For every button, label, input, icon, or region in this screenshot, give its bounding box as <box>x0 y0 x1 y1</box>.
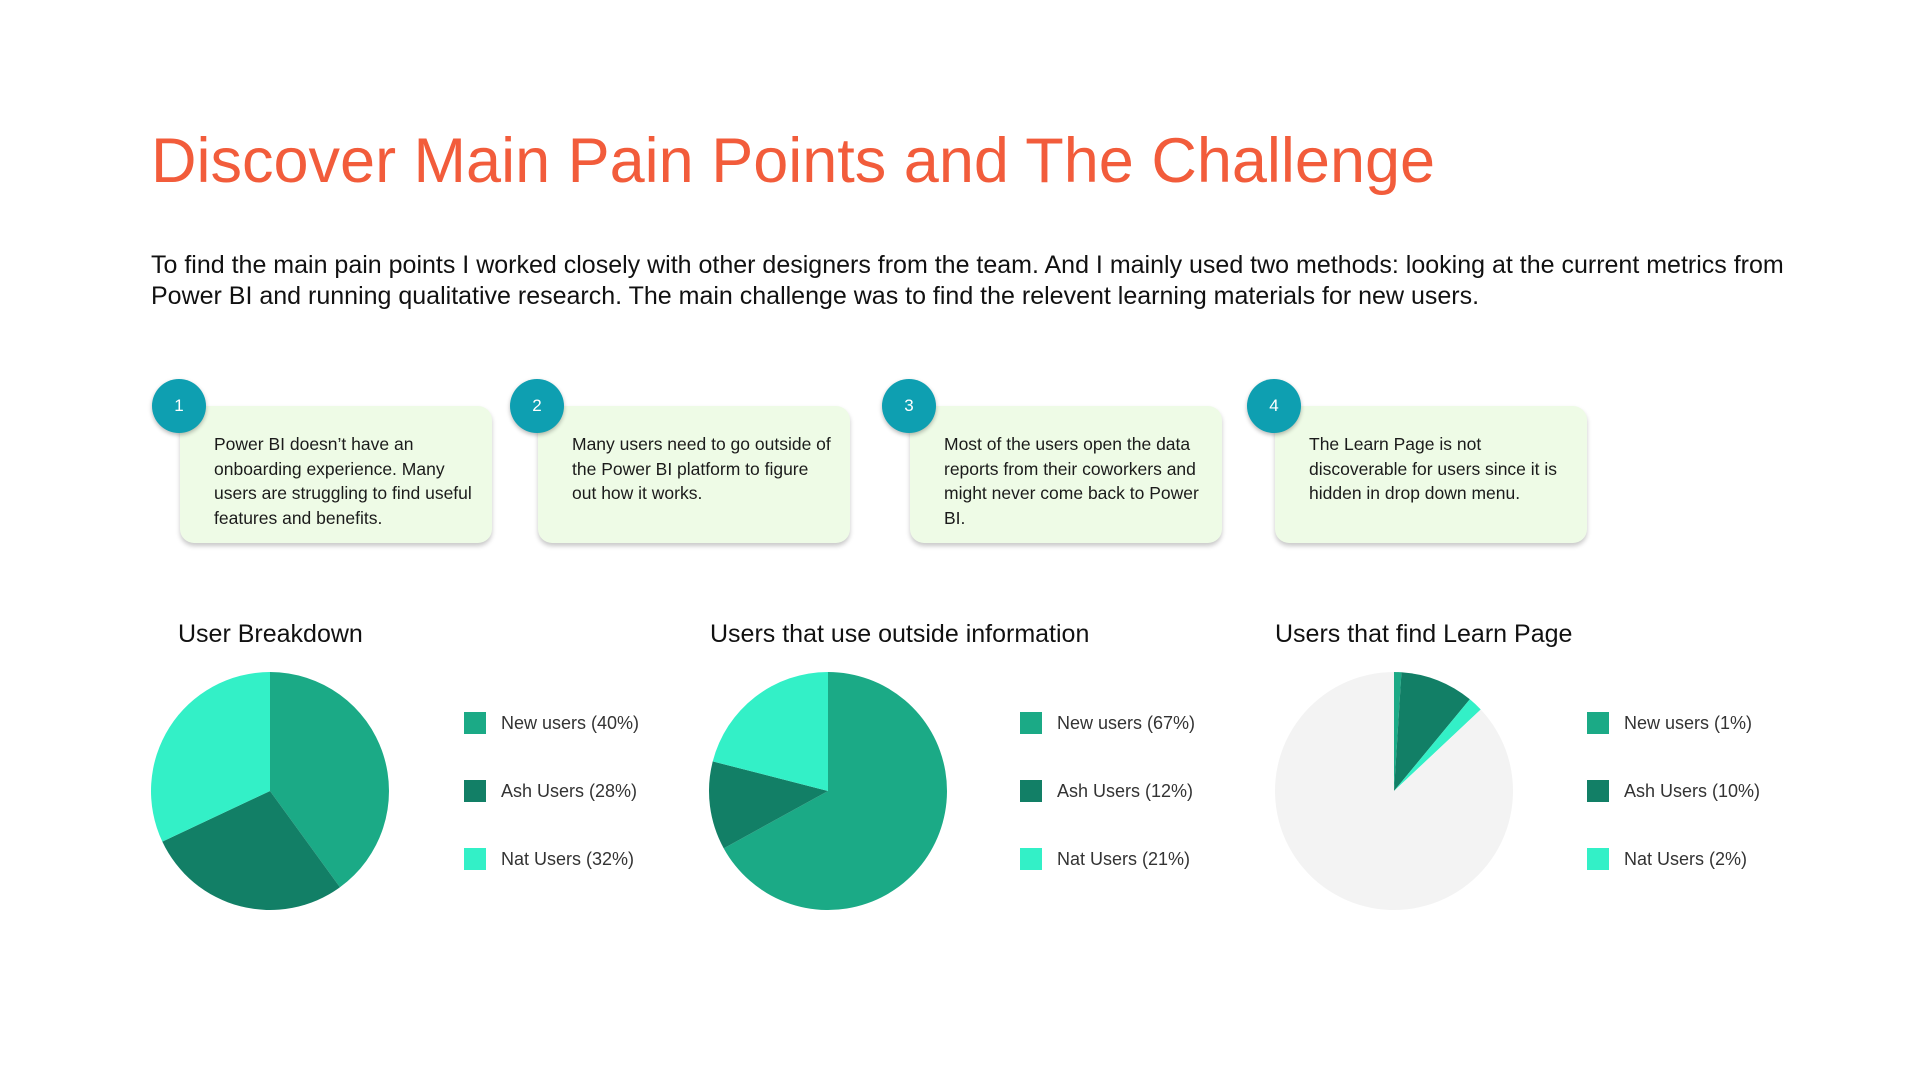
pie-slice-new-users <box>1394 672 1402 791</box>
legend-swatch-nat-users <box>1587 848 1609 870</box>
legend-label: New users (67%) <box>1057 713 1196 733</box>
pain-point-card-2: Many users need to go outside of the Pow… <box>538 406 850 543</box>
pie-chart-user-breakdown <box>151 672 389 910</box>
pie-slice-remainder <box>1274 672 1513 910</box>
legend-swatch-new-users <box>1587 712 1609 734</box>
chart-title-learn-page: Users that find Learn Page <box>1275 620 1573 648</box>
pie-chart-learn-page <box>1274 672 1513 910</box>
pie-slice-nat-users <box>1394 699 1481 791</box>
legend-label: New users (1%) <box>1624 713 1753 733</box>
legend-item-nat-users: Nat Users (2%) <box>1587 847 1760 915</box>
intro-paragraph: To find the main pain points I worked cl… <box>151 251 1784 310</box>
legend-label: Ash Users (10%) <box>1624 781 1761 801</box>
chart-title-outside-information: Users that use outside information <box>710 620 1090 648</box>
legend-label: Ash Users (28%) <box>501 781 638 801</box>
legend-item-nat-users: Nat Users (32%) <box>464 847 639 915</box>
chart-title-user-breakdown: User Breakdown <box>178 620 363 648</box>
pain-point-text: Power BI doesn’t have an onboarding expe… <box>214 434 472 528</box>
pie-chart-outside-information <box>709 672 948 910</box>
pie-slice-ash-users <box>162 791 340 910</box>
pie-slice-ash-users <box>1394 672 1470 791</box>
legend-outside-information: New users (67%) Ash Users (12%) Nat User… <box>1020 711 1195 915</box>
legend-item-nat-users: Nat Users (21%) <box>1020 847 1195 915</box>
pain-point-card-3: Most of the users open the data reports … <box>910 406 1222 543</box>
pie-slice-nat-users <box>712 672 828 791</box>
legend-swatch-ash-users <box>464 780 486 802</box>
pain-point-text: The Learn Page is not discoverable for u… <box>1309 434 1558 503</box>
pie-slice-ash-users <box>709 761 828 849</box>
legend-label: New users (40%) <box>501 713 640 733</box>
pain-point-badge-3: 3 <box>882 379 936 433</box>
legend-label: Ash Users (12%) <box>1057 781 1194 801</box>
pain-point-badge-4: 4 <box>1247 379 1301 433</box>
pain-point-text: Most of the users open the data reports … <box>944 434 1199 528</box>
pie-slice-new-users <box>723 672 948 910</box>
legend-swatch-ash-users <box>1020 780 1042 802</box>
legend-label: Nat Users (32%) <box>501 849 635 869</box>
legend-item-new-users: New users (40%) <box>464 711 639 779</box>
legend-swatch-nat-users <box>464 848 486 870</box>
legend-swatch-new-users <box>1020 712 1042 734</box>
legend-item-ash-users: Ash Users (10%) <box>1587 779 1760 847</box>
pain-point-badge-1: 1 <box>152 379 206 433</box>
pie-slice-new-users <box>270 672 389 888</box>
legend-swatch-new-users <box>464 712 486 734</box>
pain-point-badge-2: 2 <box>510 379 564 433</box>
legend-label: Nat Users (2%) <box>1624 849 1748 869</box>
legend-swatch-ash-users <box>1587 780 1609 802</box>
pain-point-card-4: The Learn Page is not discoverable for u… <box>1275 406 1587 543</box>
pain-point-text: Many users need to go outside of the Pow… <box>572 434 831 503</box>
pain-point-card-1: Power BI doesn’t have an onboarding expe… <box>180 406 492 543</box>
pie-slice-nat-users <box>151 672 270 842</box>
legend-item-ash-users: Ash Users (12%) <box>1020 779 1195 847</box>
legend-item-new-users: New users (1%) <box>1587 711 1760 779</box>
legend-swatch-nat-users <box>1020 848 1042 870</box>
legend-learn-page: New users (1%) Ash Users (10%) Nat Users… <box>1587 711 1760 915</box>
page-title: Discover Main Pain Points and The Challe… <box>151 126 1436 196</box>
legend-label: Nat Users (21%) <box>1057 849 1191 869</box>
legend-item-ash-users: Ash Users (28%) <box>464 779 639 847</box>
legend-item-new-users: New users (67%) <box>1020 711 1195 779</box>
legend-user-breakdown: New users (40%) Ash Users (28%) Nat User… <box>464 711 639 915</box>
